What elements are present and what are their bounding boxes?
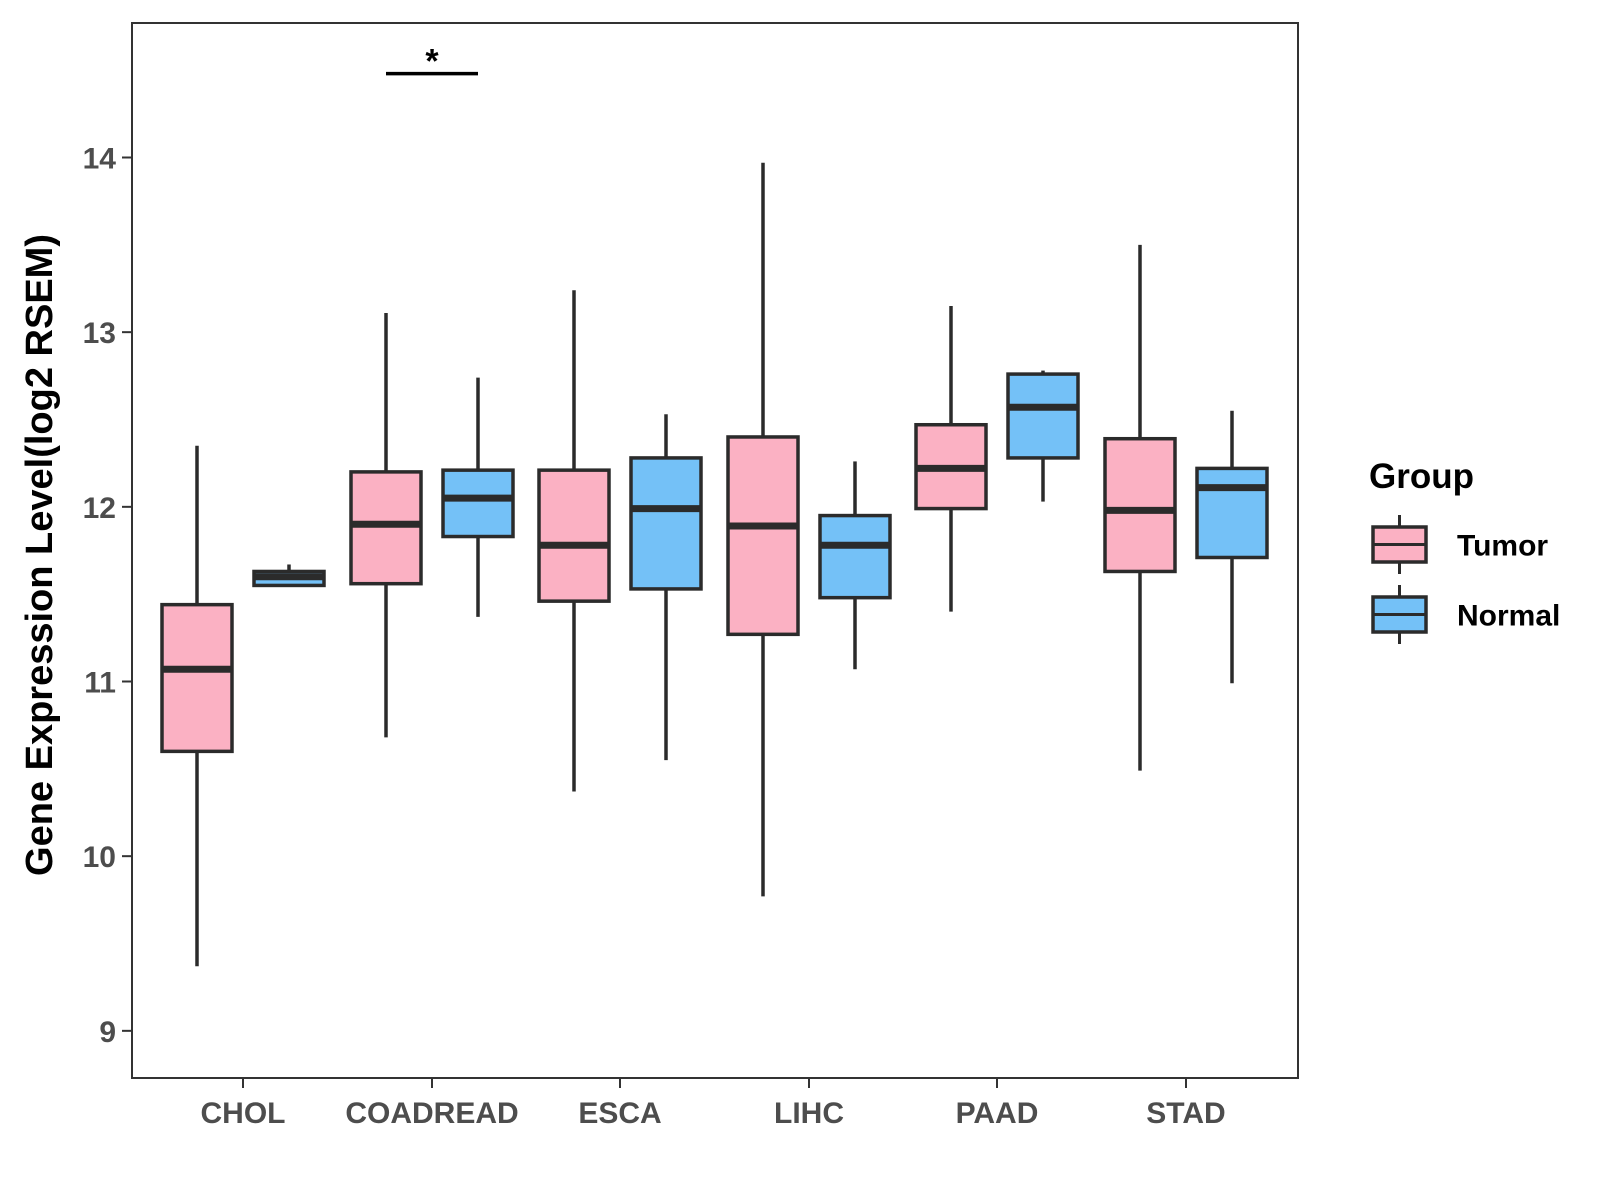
box-normal-coadread (441, 377, 515, 617)
box-normal-lihc (818, 461, 892, 670)
box-tumor-paad (914, 305, 988, 612)
legend-item-tumor: Tumor (1371, 515, 1548, 574)
box-body (1195, 466, 1269, 560)
y-tick-label: 9 (99, 1016, 116, 1049)
box-normal-paad (1006, 370, 1080, 502)
box-tumor-coadread (349, 312, 423, 738)
y-tick-label: 13 (83, 317, 116, 350)
legend-label: Tumor (1457, 530, 1548, 563)
x-tick-label-stad: STAD (1146, 1097, 1225, 1130)
box-body (818, 513, 892, 600)
y-tick-label: 14 (83, 142, 117, 175)
box-tumor-lihc (726, 162, 800, 897)
box-normal-esca (629, 414, 703, 761)
box-tumor-chol (160, 445, 234, 967)
panel-border (131, 22, 1299, 1079)
box-body (537, 468, 611, 603)
x-tick-label-paad: PAAD (956, 1097, 1039, 1130)
legend-title: Group (1369, 457, 1474, 496)
x-tick-label-chol: CHOL (201, 1097, 286, 1130)
box-tumor-esca (537, 290, 611, 792)
legend-label: Normal (1457, 600, 1560, 633)
x-tick-label-esca: ESCA (578, 1097, 661, 1130)
box-body (160, 602, 234, 754)
box-normal-stad (1195, 410, 1269, 684)
box-body (629, 456, 703, 591)
plot-area: 9 10 11 12 13 14 CHOL COADREAD ESCA LIHC PAAD STAD * (83, 22, 1299, 1130)
x-tick-label-lihc: LIHC (774, 1097, 844, 1130)
box-tumor-stad (1103, 244, 1177, 771)
box-body (1103, 436, 1177, 574)
y-tick-label: 12 (83, 492, 116, 525)
x-tick-label-coadread: COADREAD (345, 1097, 518, 1130)
legend: Group Tumor Normal (1369, 457, 1560, 644)
significance-label: * (425, 43, 439, 81)
legend-item-normal: Normal (1371, 585, 1560, 644)
box-body (441, 468, 515, 539)
y-tick-label: 11 (84, 667, 116, 700)
box-normal-chol (252, 564, 326, 588)
box-body (726, 435, 800, 637)
box-body (1006, 372, 1080, 460)
y-axis-title: Gene Expression Level(log2 RSEM) (19, 234, 61, 876)
y-tick-label: 10 (83, 841, 116, 874)
